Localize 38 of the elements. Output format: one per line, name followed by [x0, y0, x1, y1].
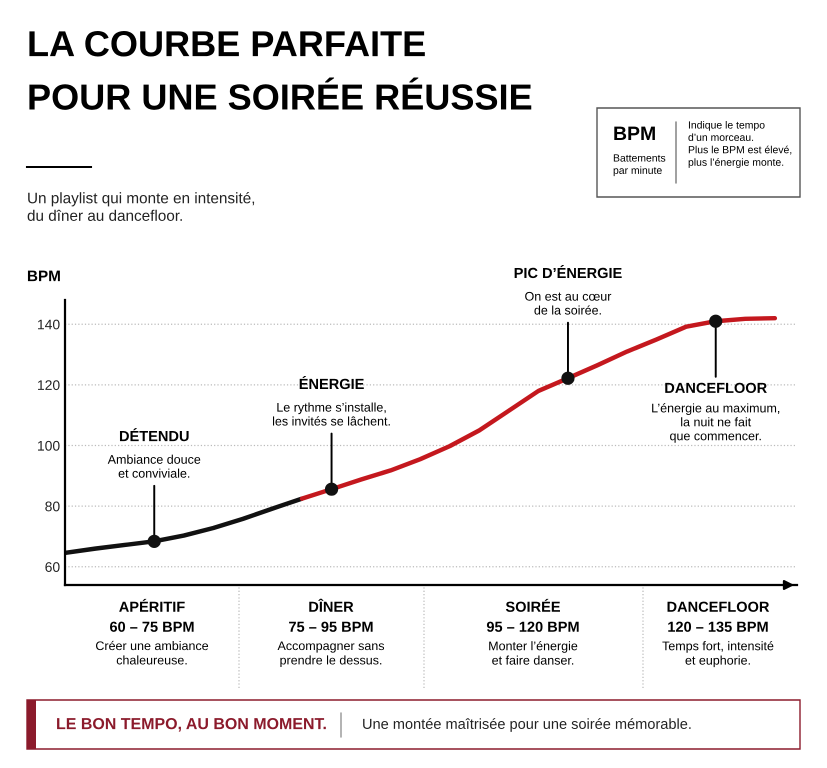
text: PIC D’ÉNERGIE — [514, 265, 622, 278]
text: 75 – 95 BPM — [289, 622, 373, 632]
annotation: DANCEFLOOR — [665, 382, 767, 394]
line-series — [65, 496, 304, 556]
text: APÉRITIF — [119, 598, 185, 612]
text: SOIRÉE — [506, 598, 560, 612]
text: Battements par minute — [614, 154, 666, 176]
text: Temps fort, intensité et euphorie. — [662, 641, 774, 668]
annotation: DÉTENDU — [120, 428, 189, 442]
annotation: On est au cœur de la soirée. — [525, 292, 612, 315]
point — [148, 534, 161, 548]
chart-title: LA COURBE PARFAITE POUR UNE SOIRÉE RÉUSSIE — [29, 30, 532, 110]
chart-subtitle: Un playlist qui monte en intensité, du dîner au dancefloor. — [28, 192, 254, 221]
y-tick-label: 80 — [45, 502, 60, 512]
text: DÎNER — [309, 598, 354, 612]
text: LE BON TEMPO, AU BON MOMENT. — [57, 718, 326, 732]
y-axis-title: BPM — [28, 270, 60, 282]
text: BPM — [614, 126, 655, 140]
y-tick-label: 100 — [38, 440, 60, 451]
text: Une montée maîtrisée pour une soirée mémorable. — [363, 718, 691, 732]
point — [561, 372, 575, 385]
y-tick-label: 60 — [45, 562, 60, 572]
annotation: Le rythme s’installe, les invités se lâchent. — [272, 402, 390, 426]
annotation: L’énergie au maximum, la nuit ne fait que commencer. — [652, 403, 780, 443]
y-tick-label: 120 — [38, 380, 60, 390]
text: 95 – 120 BPM — [486, 622, 579, 632]
y-tick-label: 140 — [38, 320, 60, 330]
text: Accompagner sans prendre le dessus. — [278, 641, 384, 668]
text: Indique le tempo d’un morceau. Plus le BPM est élevé, plus l’énergie monte. — [688, 121, 792, 168]
text: 60 – 75 BPM — [110, 622, 194, 632]
annotation: Ambiance douce et conviviale. — [108, 454, 200, 478]
text: Créer une ambiance chaleureuse. — [96, 640, 208, 665]
annotation: ÉNERGIE — [300, 376, 364, 390]
point — [324, 482, 338, 496]
text: DANCEFLOOR — [668, 602, 770, 612]
text: Monter l’énergie et faire danser. — [489, 641, 578, 665]
text: 120 – 135 BPM — [668, 622, 768, 632]
point — [709, 314, 722, 328]
